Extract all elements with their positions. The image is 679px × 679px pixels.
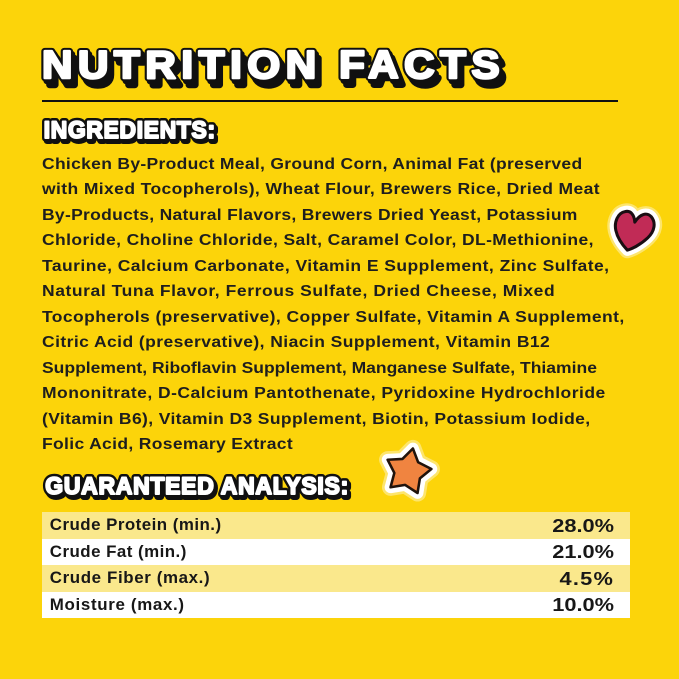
svg-text:NUTRITION FACTS: NUTRITION FACTS xyxy=(44,45,507,89)
svg-text:NUTRITION FACTS: NUTRITION FACTS xyxy=(42,42,505,86)
svg-text:INGREDIENTS:: INGREDIENTS: xyxy=(44,117,216,144)
svg-text:GUARANTEED ANALYSIS:: GUARANTEED ANALYSIS: xyxy=(45,473,349,500)
svg-text:INGREDIENTS:: INGREDIENTS: xyxy=(46,120,218,147)
svg-text:GUARANTEED ANALYSIS:: GUARANTEED ANALYSIS: xyxy=(45,473,349,500)
svg-text:GUARANTEED ANALYSIS:: GUARANTEED ANALYSIS: xyxy=(47,476,351,503)
svg-text:NUTRITION FACTS: NUTRITION FACTS xyxy=(42,42,505,86)
svg-text:INGREDIENTS:: INGREDIENTS: xyxy=(44,117,216,144)
svg-text:NUTRITION FACTS: NUTRITION FACTS xyxy=(47,49,510,93)
